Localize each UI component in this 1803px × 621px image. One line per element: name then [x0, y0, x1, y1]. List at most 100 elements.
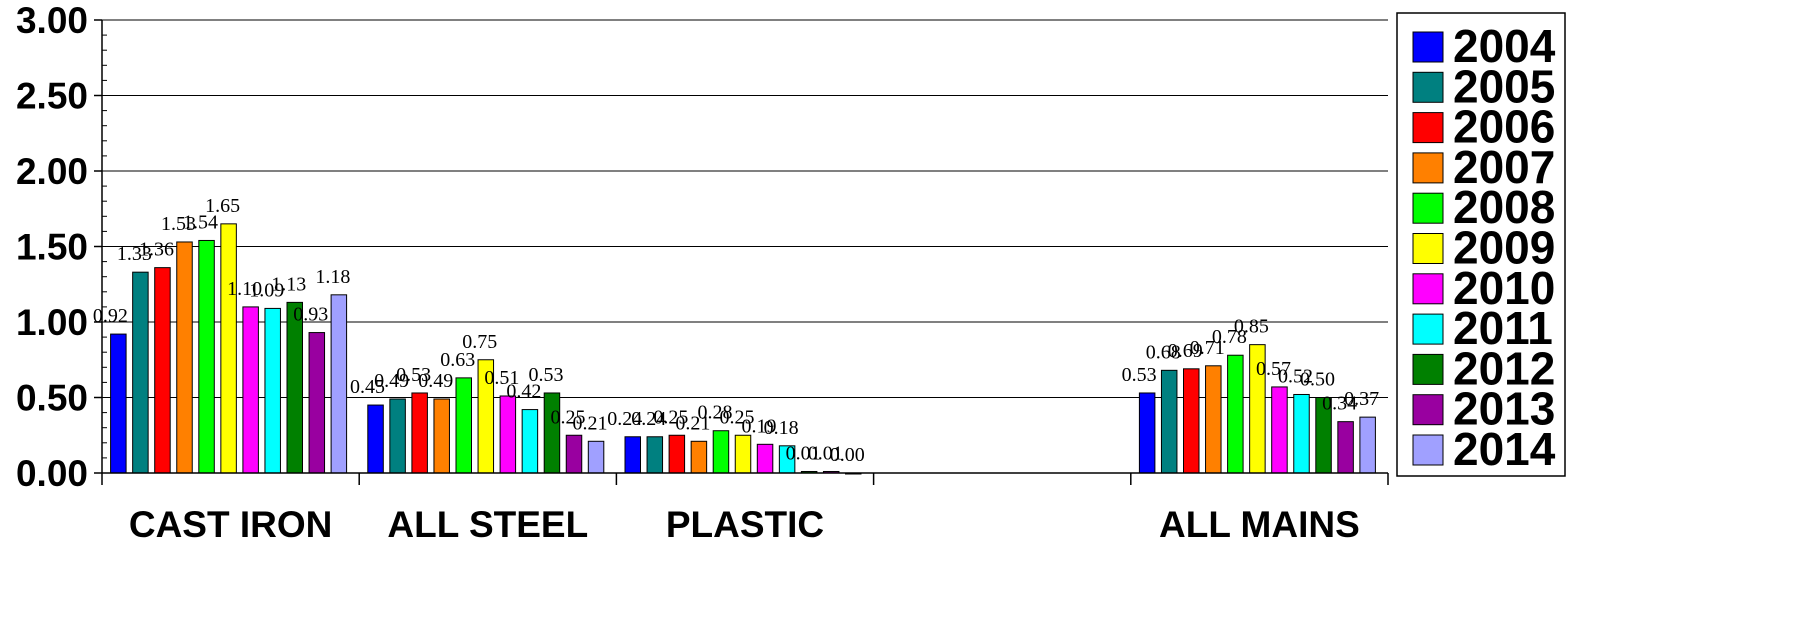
data-labels: 0.92 0.45 0.24 0.53 1.33 0.49 0.24 0.68 1.36 0.53…: [93, 195, 1379, 466]
bar-2010-all-mains: [1271, 386, 1288, 474]
data-label: 0.19: [742, 415, 777, 437]
legend: 2004200520062007200820092010201120122013…: [1396, 12, 1566, 477]
legend-swatch-2005: [1412, 71, 1444, 103]
legend-swatch-2013: [1412, 394, 1444, 426]
bar-2005-cast-iron: [132, 271, 149, 474]
legend-label-2009: 2009: [1453, 222, 1555, 274]
bar-2006-cast-iron: [154, 267, 171, 474]
data-label: 0.25: [653, 406, 688, 428]
data-label: 0.71: [1190, 337, 1225, 359]
data-label: 0.01: [786, 442, 821, 464]
bar-2007-all-steel: [433, 398, 450, 474]
legend-swatch-2009: [1412, 233, 1444, 264]
bar-2009-cast-iron: [220, 223, 237, 474]
y-tick-label: 1.50: [16, 227, 88, 268]
data-label: 0.63: [440, 349, 475, 371]
bar-2014-all-steel: [587, 440, 605, 474]
y-tick-label: 1.00: [16, 302, 88, 343]
x-category-label: ALL STEEL: [387, 504, 588, 545]
data-label: 0.25: [720, 406, 755, 428]
legend-label-2014: 2014: [1453, 423, 1556, 475]
legend-swatch-2008: [1412, 192, 1444, 224]
bar-2008-all-steel: [455, 377, 472, 474]
legend-swatch-2014: [1412, 434, 1444, 466]
bar-2007-plastic: [690, 440, 708, 474]
bar-2005-all-steel: [389, 398, 406, 474]
bar-2004-plastic: [624, 436, 641, 474]
y-tick-label: 2.50: [16, 76, 88, 117]
data-label: 0.68: [1146, 341, 1181, 363]
data-label: 0.75: [462, 331, 497, 353]
data-label: 0.28: [697, 402, 732, 424]
legend-label-2007: 2007: [1453, 141, 1555, 193]
data-label: 0.49: [418, 370, 453, 392]
legend-swatch-2004: [1412, 31, 1444, 63]
data-label: 1.33: [117, 243, 152, 265]
data-label: 0.50: [1300, 369, 1335, 391]
x-category-label: PLASTIC: [666, 504, 824, 545]
bar-2010-plastic: [756, 443, 774, 474]
bar-2004-cast-iron: [110, 333, 127, 474]
y-tick-label: 2.00: [16, 151, 88, 192]
data-label: 0.24: [607, 408, 642, 430]
bar-2011-all-mains: [1293, 393, 1310, 474]
data-label: 1.53: [161, 213, 196, 235]
data-label: 0.53: [396, 364, 431, 386]
data-label: 0.85: [1234, 316, 1269, 338]
data-label: 0.45: [350, 376, 385, 398]
bar-2011-cast-iron: [264, 307, 281, 474]
bar-2013-all-mains: [1337, 421, 1354, 474]
bar-2012-all-steel: [543, 392, 561, 474]
bar-2013-cast-iron: [308, 332, 326, 474]
bar-2010-all-steel: [499, 395, 517, 474]
data-label: 0.21: [573, 412, 608, 434]
data-label: 0.01: [808, 442, 843, 464]
y-tick-label: 0.50: [16, 378, 88, 419]
legend-swatch-2011: [1412, 313, 1444, 345]
data-label: 0.93: [293, 304, 328, 326]
bar-2008-plastic: [712, 430, 730, 474]
data-label: 1.54: [183, 211, 218, 233]
bar-2008-cast-iron: [198, 239, 215, 474]
data-label: 0.53: [1122, 364, 1157, 386]
data-label: 0.00: [830, 444, 865, 466]
bar-2014-cast-iron: [330, 294, 348, 474]
bar-2011-all-steel: [521, 409, 539, 474]
bar-2006-all-steel: [411, 392, 428, 474]
bars: [110, 223, 1376, 475]
data-label: 1.18: [315, 266, 350, 288]
legend-label-2012: 2012: [1453, 342, 1555, 394]
bar-2005-all-mains: [1160, 369, 1178, 474]
legend-label-2006: 2006: [1453, 101, 1555, 153]
legend-label-2004: 2004: [1453, 20, 1556, 72]
bar-2004-all-mains: [1138, 392, 1156, 474]
legend-label-2005: 2005: [1453, 60, 1555, 112]
y-tick-labels: 0.00 0.50 1.00 1.50 2.00 2.50 3.00: [16, 0, 88, 494]
legend-swatch-2006: [1412, 112, 1444, 144]
bar-2013-all-steel: [565, 434, 583, 474]
data-label: 0.42: [506, 381, 541, 403]
data-label: 1.65: [205, 195, 240, 217]
legend-label-2010: 2010: [1453, 262, 1555, 314]
bar-2012-cast-iron: [286, 301, 303, 474]
data-label: 0.53: [528, 364, 563, 386]
data-label: 0.49: [374, 370, 409, 392]
data-label: 0.57: [1256, 358, 1291, 380]
legend-label-2008: 2008: [1453, 181, 1555, 233]
data-label: 0.21: [675, 412, 710, 434]
data-label: 0.51: [484, 367, 519, 389]
data-label: 1.13: [271, 273, 306, 295]
data-label: 1.09: [249, 279, 284, 301]
bar-2006-plastic: [668, 434, 686, 474]
data-label: 0.18: [764, 417, 799, 439]
data-label: 0.52: [1278, 365, 1313, 387]
legend-swatch-2012: [1412, 353, 1444, 385]
x-category-labels: CAST IRON ALL STEEL PLASTIC ALL MAINS: [129, 504, 1360, 545]
y-tick-label: 3.00: [16, 0, 88, 41]
bar-2014-all-mains: [1359, 416, 1376, 474]
bar-2004-all-steel: [367, 404, 384, 474]
data-label: 1.36: [139, 239, 174, 261]
x-category-label: ALL MAINS: [1159, 504, 1360, 545]
bar-2010-cast-iron: [242, 306, 259, 474]
